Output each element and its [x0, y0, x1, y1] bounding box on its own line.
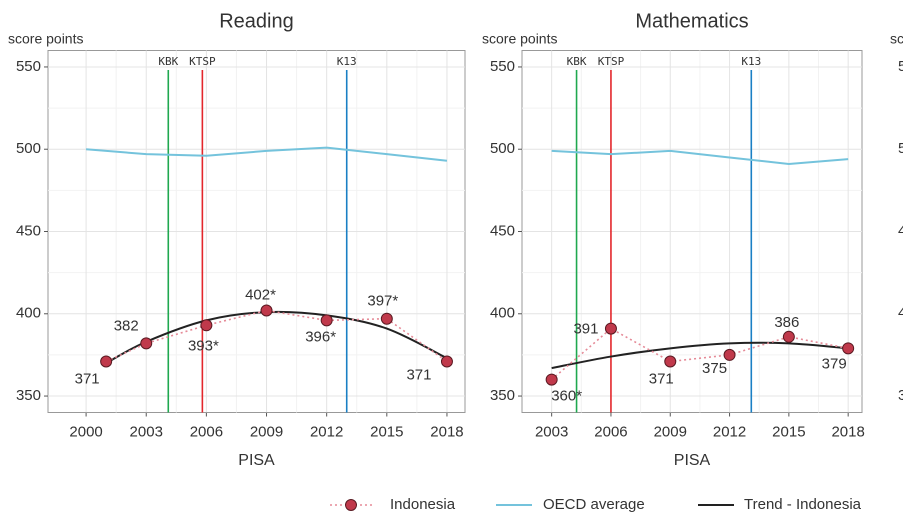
data-label: 360* [551, 388, 582, 405]
y-axis-label: score points [482, 31, 557, 47]
curriculum-label: KTSP [189, 55, 216, 68]
y-tick-label: 350 [898, 387, 903, 404]
series-line [551, 149, 849, 166]
data-point [260, 304, 273, 317]
data-label: 396* [305, 328, 336, 345]
curriculum-label: K13 [741, 55, 761, 68]
legend-label: Trend - Indonesia [744, 496, 862, 513]
x-tick-label: 2000 [69, 423, 102, 440]
data-point [380, 312, 393, 325]
y-tick-label: 500 [898, 140, 903, 157]
y-tick-label: 350 [16, 387, 41, 404]
x-tick-label: 2003 [535, 423, 568, 440]
y-tick-label: 450 [898, 222, 903, 239]
data-point [200, 319, 213, 332]
x-tick-label: 2006 [594, 423, 627, 440]
data-label: 402* [245, 286, 276, 303]
data-point [320, 314, 333, 327]
x-tick-label: 2015 [772, 423, 805, 440]
x-tick-label: 2018 [831, 423, 864, 440]
data-point [664, 355, 677, 368]
data-point [140, 337, 153, 350]
y-tick-label: 450 [490, 222, 515, 239]
chart-title: Mathematics [635, 10, 748, 32]
y-tick-label: 500 [16, 140, 41, 157]
data-label: 371 [649, 370, 674, 387]
x-axis-label: PISA [674, 452, 711, 469]
data-point [545, 373, 558, 386]
data-label: 386 [774, 314, 799, 331]
y-tick-label: 550 [16, 58, 41, 75]
data-label: 379 [822, 355, 847, 372]
x-tick-label: 2012 [310, 423, 343, 440]
data-label: 371 [75, 370, 100, 387]
data-point [842, 342, 855, 355]
series-line [86, 146, 448, 162]
data-label: 397* [367, 293, 398, 310]
legend-label: OECD average [543, 496, 645, 513]
series-line [551, 341, 849, 370]
data-point [782, 330, 795, 343]
data-label: 391 [573, 321, 598, 338]
data-point [100, 355, 113, 368]
y-tick-label: 500 [490, 140, 515, 157]
y-axis-label: score points [890, 31, 903, 47]
data-point [604, 322, 617, 335]
x-tick-label: 2006 [190, 423, 223, 440]
curriculum-label: KBK [158, 55, 178, 68]
x-axis-label: PISA [238, 452, 275, 469]
x-tick-label: 2009 [250, 423, 283, 440]
y-axis-label: score points [8, 31, 83, 47]
y-tick-label: 400 [16, 305, 41, 322]
x-tick-label: 2015 [370, 423, 403, 440]
chart-title: Reading [219, 10, 294, 32]
y-tick-label: 450 [16, 222, 41, 239]
data-label: 393* [188, 337, 219, 354]
series-line [551, 327, 849, 381]
curriculum-label: KTSP [598, 55, 625, 68]
y-tick-label: 550 [490, 58, 515, 75]
x-tick-label: 2009 [654, 423, 687, 440]
data-point [723, 348, 736, 361]
curriculum-label: K13 [337, 55, 357, 68]
curriculum-label: KBK [567, 55, 587, 68]
y-tick-label: 400 [490, 305, 515, 322]
x-tick-label: 2003 [130, 423, 163, 440]
x-tick-label: 2018 [430, 423, 463, 440]
data-label: 382 [114, 317, 139, 334]
legend-label: Indonesia [390, 496, 456, 513]
y-tick-label: 550 [898, 58, 903, 75]
x-tick-label: 2012 [713, 423, 746, 440]
data-point [440, 355, 453, 368]
y-tick-label: 350 [490, 387, 515, 404]
legend-swatch [345, 499, 357, 511]
y-tick-label: 400 [898, 305, 903, 322]
data-label: 371 [406, 366, 431, 383]
data-label: 375 [702, 360, 727, 377]
